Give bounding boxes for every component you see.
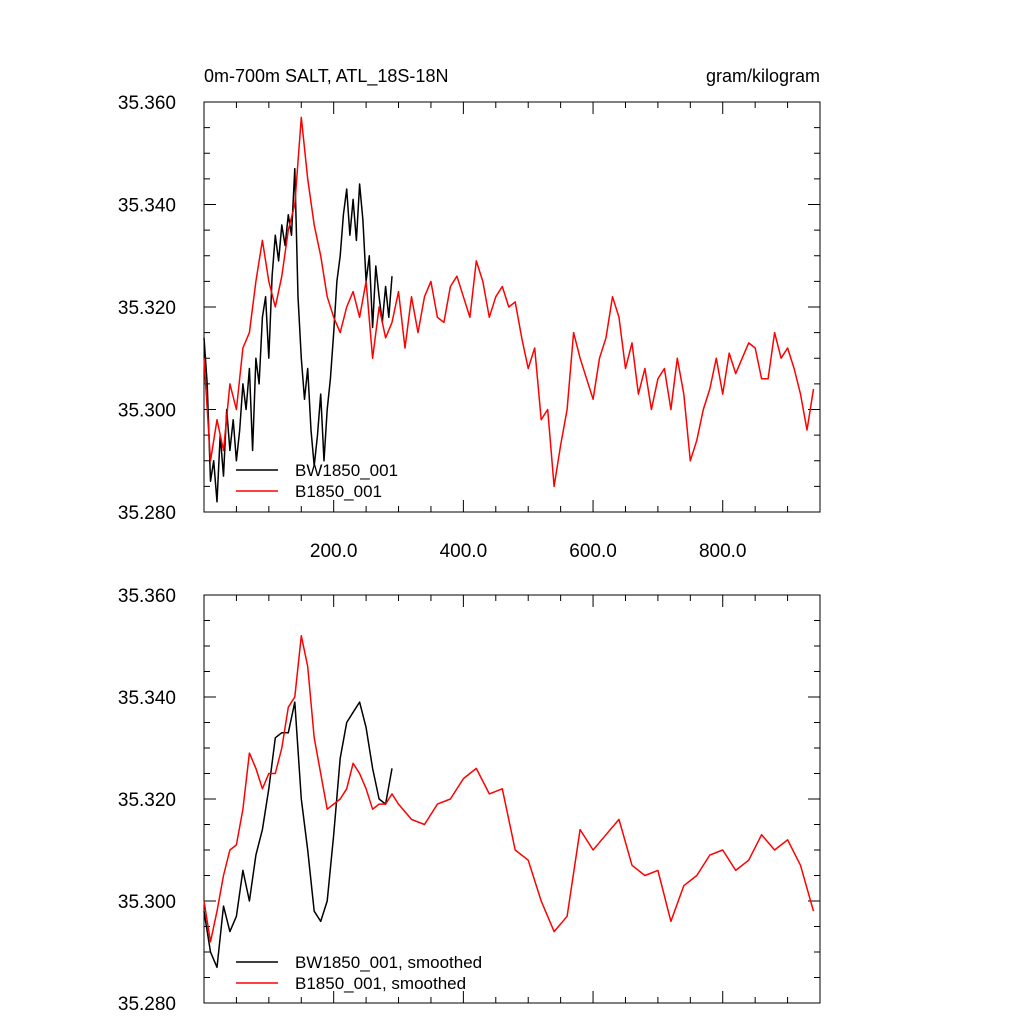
y-tick-label: 35.320 bbox=[118, 298, 176, 319]
y-tick-label: 35.280 bbox=[118, 503, 176, 524]
bottom-panel: 35.280 35.300 35.320 35.340 35.360 bbox=[118, 586, 821, 1015]
x-tick-label: 600.0 bbox=[569, 541, 617, 562]
legend-label-b1850: B1850_001 bbox=[295, 482, 382, 501]
y-tick-label: 35.360 bbox=[118, 586, 176, 607]
top-legend: BW1850_001 B1850_001 bbox=[236, 461, 398, 501]
plot-frame bbox=[203, 101, 821, 513]
series-line-bw1850 bbox=[203, 167, 393, 503]
y-tick-label: 35.280 bbox=[118, 994, 176, 1015]
y-tick-label: 35.360 bbox=[118, 93, 176, 114]
x-tick-label: 800.0 bbox=[699, 541, 747, 562]
y-tick-label: 35.300 bbox=[118, 401, 176, 422]
top-panel: 35.280 35.300 35.320 35.340 35.360 200.0 400.0… bbox=[118, 93, 821, 562]
series-line-bw1850 bbox=[203, 701, 393, 969]
units-label: gram/kilogram bbox=[706, 66, 820, 86]
series-line-b1850 bbox=[203, 116, 815, 488]
y-tick-label: 35.320 bbox=[118, 790, 176, 811]
y-tick-label: 35.340 bbox=[118, 688, 176, 709]
x-tick-label: 400.0 bbox=[440, 541, 488, 562]
legend-label-b1850-smoothed: B1850_001, smoothed bbox=[295, 974, 466, 993]
series-line-b1850 bbox=[203, 635, 815, 943]
y-tick-label: 35.300 bbox=[118, 892, 176, 913]
legend-label-bw1850-smoothed: BW1850_001, smoothed bbox=[295, 953, 482, 972]
chart-title: 0m-700m SALT, ATL_18S-18N bbox=[204, 66, 448, 87]
plot-frame bbox=[203, 594, 821, 1004]
x-tick-label: 200.0 bbox=[310, 541, 358, 562]
legend-label-bw1850: BW1850_001 bbox=[295, 461, 398, 480]
bottom-legend: BW1850_001, smoothed B1850_001, smoothed bbox=[236, 953, 482, 993]
y-tick-label: 35.340 bbox=[118, 196, 176, 217]
